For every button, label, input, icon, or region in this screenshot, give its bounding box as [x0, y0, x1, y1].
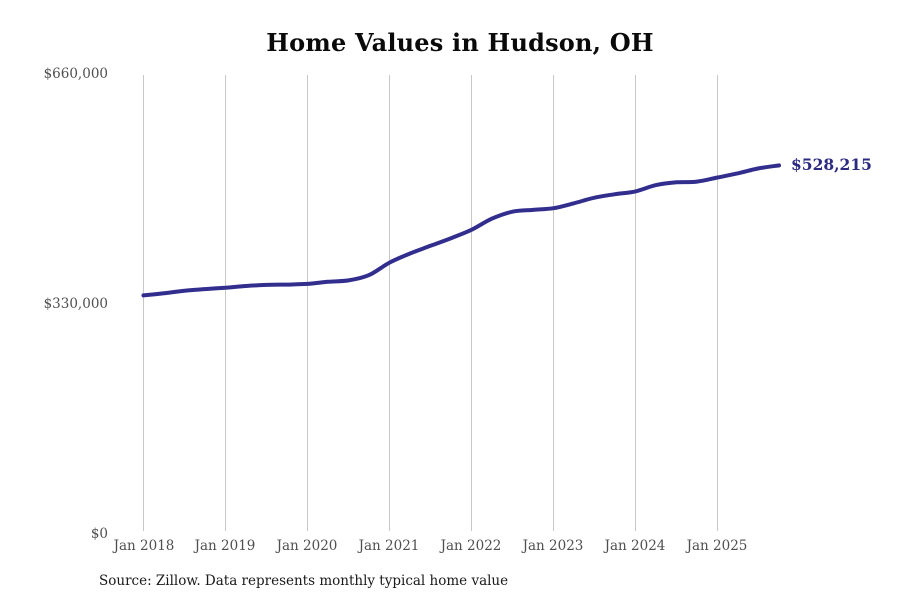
x-tick-label: Jan 2019: [194, 538, 256, 554]
y-tick-label: $0: [90, 526, 108, 542]
x-tick-label: Jan 2018: [113, 538, 175, 554]
source-note: Source: Zillow. Data represents monthly …: [99, 573, 509, 589]
x-tick-label: Jan 2022: [440, 538, 502, 554]
y-tick-label: $330,000: [43, 296, 108, 312]
current-value-label: $528,215: [791, 155, 872, 174]
x-tick-label: Jan 2023: [522, 538, 584, 554]
y-tick-label: $660,000: [43, 66, 108, 82]
x-tick-label: Jan 2020: [276, 538, 338, 554]
x-tick-label: Jan 2024: [604, 538, 666, 554]
home-value-line: [141, 163, 781, 298]
gridlines: [143, 75, 718, 531]
chart-title: Home Values in Hudson, OH: [266, 28, 654, 57]
x-tick-label: Jan 2021: [358, 538, 420, 554]
x-tick-label: Jan 2025: [686, 538, 748, 554]
